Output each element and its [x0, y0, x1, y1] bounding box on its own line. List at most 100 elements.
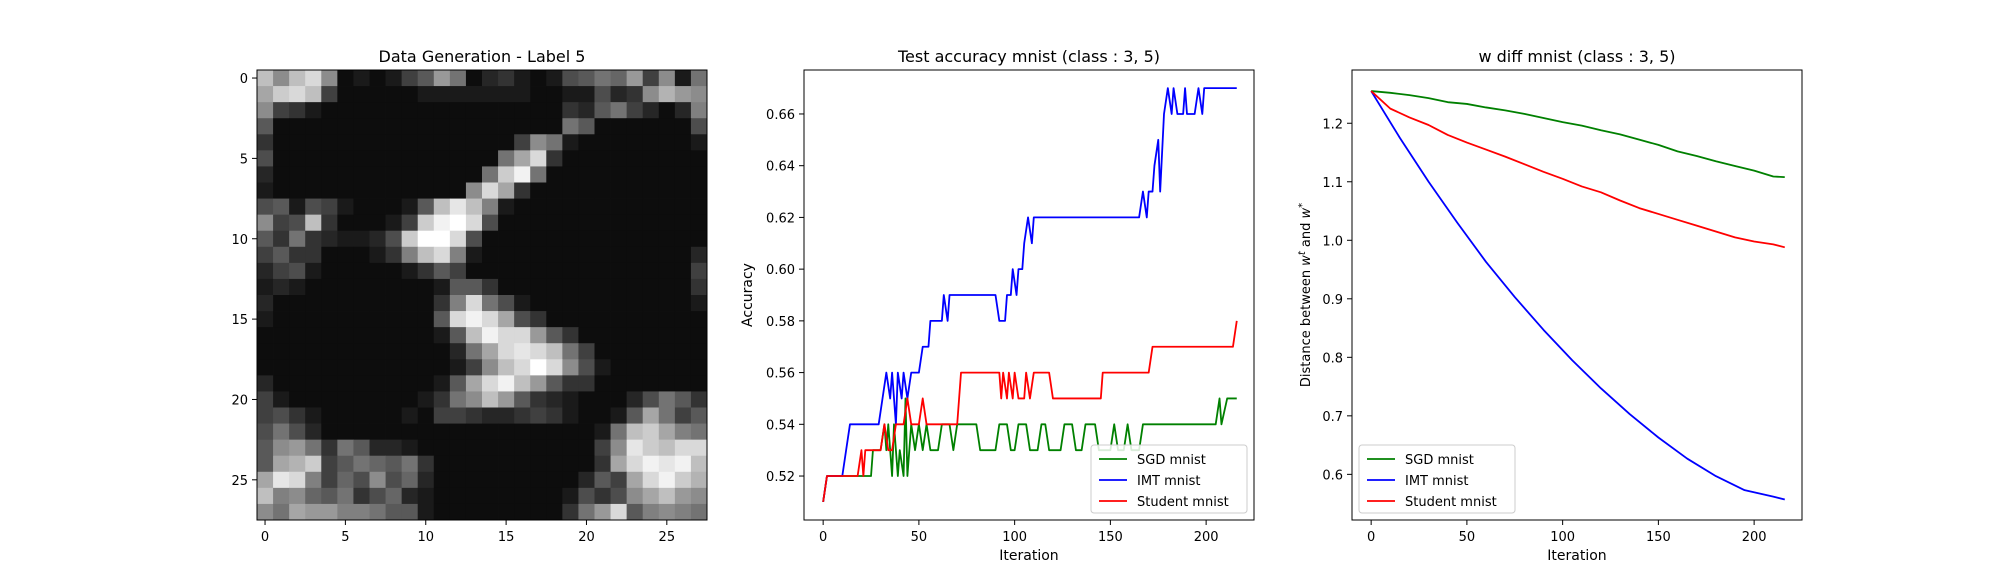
heatmap-cell [690, 391, 708, 408]
heatmap-cell [530, 102, 547, 119]
heatmap-cell [482, 327, 499, 344]
heatmap-cell [465, 375, 483, 392]
heatmap-cell [626, 246, 644, 264]
heatmap-cell [289, 166, 306, 183]
heatmap-cell [353, 262, 370, 280]
y-tick-label: 0.8 [1322, 351, 1343, 366]
heatmap-cell [530, 214, 547, 232]
heatmap-cell [289, 278, 306, 296]
heatmap-cell [449, 359, 467, 376]
heatmap-cell [465, 150, 483, 167]
legend-label: Student mnist [1405, 495, 1497, 510]
heatmap-cell [546, 359, 563, 376]
x-tick-label: 150 [1098, 530, 1123, 545]
heatmap-cell [401, 230, 419, 248]
heatmap-cell [465, 391, 483, 408]
heatmap-cell [578, 182, 595, 199]
heatmap-cell [449, 70, 467, 87]
heatmap-cell [465, 503, 483, 521]
heatmap-cell [482, 423, 499, 441]
heatmap-cell [257, 407, 274, 424]
heatmap-cell [626, 359, 644, 376]
heatmap-cell [273, 214, 290, 232]
heatmap-cell [321, 198, 338, 216]
heatmap-cell [546, 230, 563, 248]
heatmap-cell [257, 182, 274, 199]
heatmap-cell [385, 311, 403, 328]
heatmap-cell [674, 278, 692, 296]
heatmap-cell [369, 70, 386, 87]
heatmap-cell [417, 423, 435, 441]
heatmap-cell [257, 150, 274, 167]
heatmap-cell [385, 70, 403, 87]
heatmap-cell [658, 359, 676, 376]
heatmap-cell [433, 327, 451, 344]
heatmap-cell [658, 375, 676, 392]
heatmap-cell [514, 134, 531, 151]
heatmap-cells [257, 70, 708, 521]
heatmap-cell [626, 327, 644, 344]
heatmap-cell [417, 375, 435, 392]
heatmap-cell [289, 134, 306, 151]
heatmap-cell [498, 327, 515, 344]
heatmap-cell [257, 455, 274, 473]
heatmap-cell [385, 295, 403, 312]
heatmap-cell [337, 391, 354, 408]
heatmap-cell [305, 70, 322, 87]
heatmap-cell [305, 166, 322, 183]
legend-label: IMT mnist [1405, 474, 1469, 489]
heatmap-cell [690, 230, 708, 248]
heatmap-cell [546, 343, 563, 360]
heatmap-cell [273, 375, 290, 392]
y-tick-label: 0 [240, 72, 248, 87]
heatmap-cell [449, 375, 467, 392]
heatmap-cell [562, 278, 579, 296]
heatmap-cell [690, 102, 708, 119]
heatmap-cell [289, 150, 306, 167]
heatmap-cell [433, 455, 451, 473]
heatmap-cell [273, 311, 290, 328]
heatmap-cell [337, 471, 354, 489]
heatmap-cell [257, 487, 274, 505]
heatmap-cell [594, 439, 611, 457]
y-tick-label: 0.52 [766, 470, 795, 485]
heatmap-cell [289, 407, 306, 424]
heatmap-cell [321, 407, 338, 424]
heatmap-cell [594, 487, 611, 505]
heatmap-frame [256, 69, 708, 521]
heatmap-cell [321, 70, 338, 87]
heatmap-cell [321, 182, 338, 199]
heatmap-cell [385, 198, 403, 216]
heatmap-cell [610, 262, 628, 280]
heatmap-cell [482, 343, 499, 360]
series-line-1 [1370, 90, 1785, 501]
heatmap-cell [530, 439, 547, 457]
heatmap-cell [257, 311, 274, 328]
heatmap-cell [690, 503, 708, 521]
heatmap-cell [658, 487, 676, 505]
heatmap-cell [305, 102, 322, 119]
heatmap-cell [690, 343, 708, 360]
heatmap-cell [610, 407, 628, 424]
heatmap-cell [578, 471, 595, 489]
heatmap-cell [465, 487, 483, 505]
heatmap-cell [353, 471, 370, 489]
heatmap-cell [626, 70, 644, 87]
y-tick-label: 15 [231, 313, 248, 328]
heatmap-cell [626, 503, 644, 521]
heatmap-cell [626, 198, 644, 216]
heatmap-cell [353, 327, 370, 344]
heatmap-cell [337, 198, 354, 216]
heatmap-cell [273, 86, 290, 103]
heatmap-cell [305, 230, 322, 248]
heatmap-cell [257, 118, 274, 135]
heatmap-cell [321, 423, 338, 441]
heatmap-cell [642, 439, 660, 457]
heatmap-cell [482, 70, 499, 87]
legend-label: SGD mnist [1137, 453, 1206, 468]
heatmap-cell [498, 134, 515, 151]
heatmap-cell [305, 198, 322, 216]
heatmap-cell [385, 343, 403, 360]
heatmap-cell [305, 311, 322, 328]
heatmap-cell [321, 214, 338, 232]
